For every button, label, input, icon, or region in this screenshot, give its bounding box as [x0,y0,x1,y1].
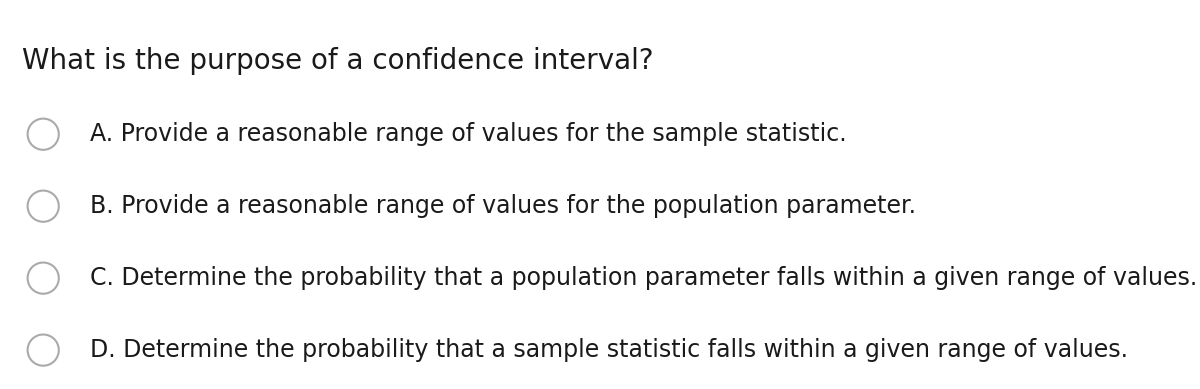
Text: B. Provide a reasonable range of values for the population parameter.: B. Provide a reasonable range of values … [90,194,916,218]
Ellipse shape [28,119,59,150]
Ellipse shape [28,263,59,294]
Text: A. Provide a reasonable range of values for the sample statistic.: A. Provide a reasonable range of values … [90,122,847,146]
Text: C. Determine the probability that a population parameter falls within a given ra: C. Determine the probability that a popu… [90,266,1198,290]
Ellipse shape [28,335,59,366]
Text: D. Determine the probability that a sample statistic falls within a given range : D. Determine the probability that a samp… [90,338,1128,362]
Ellipse shape [28,191,59,222]
Text: What is the purpose of a confidence interval?: What is the purpose of a confidence inte… [22,47,653,75]
